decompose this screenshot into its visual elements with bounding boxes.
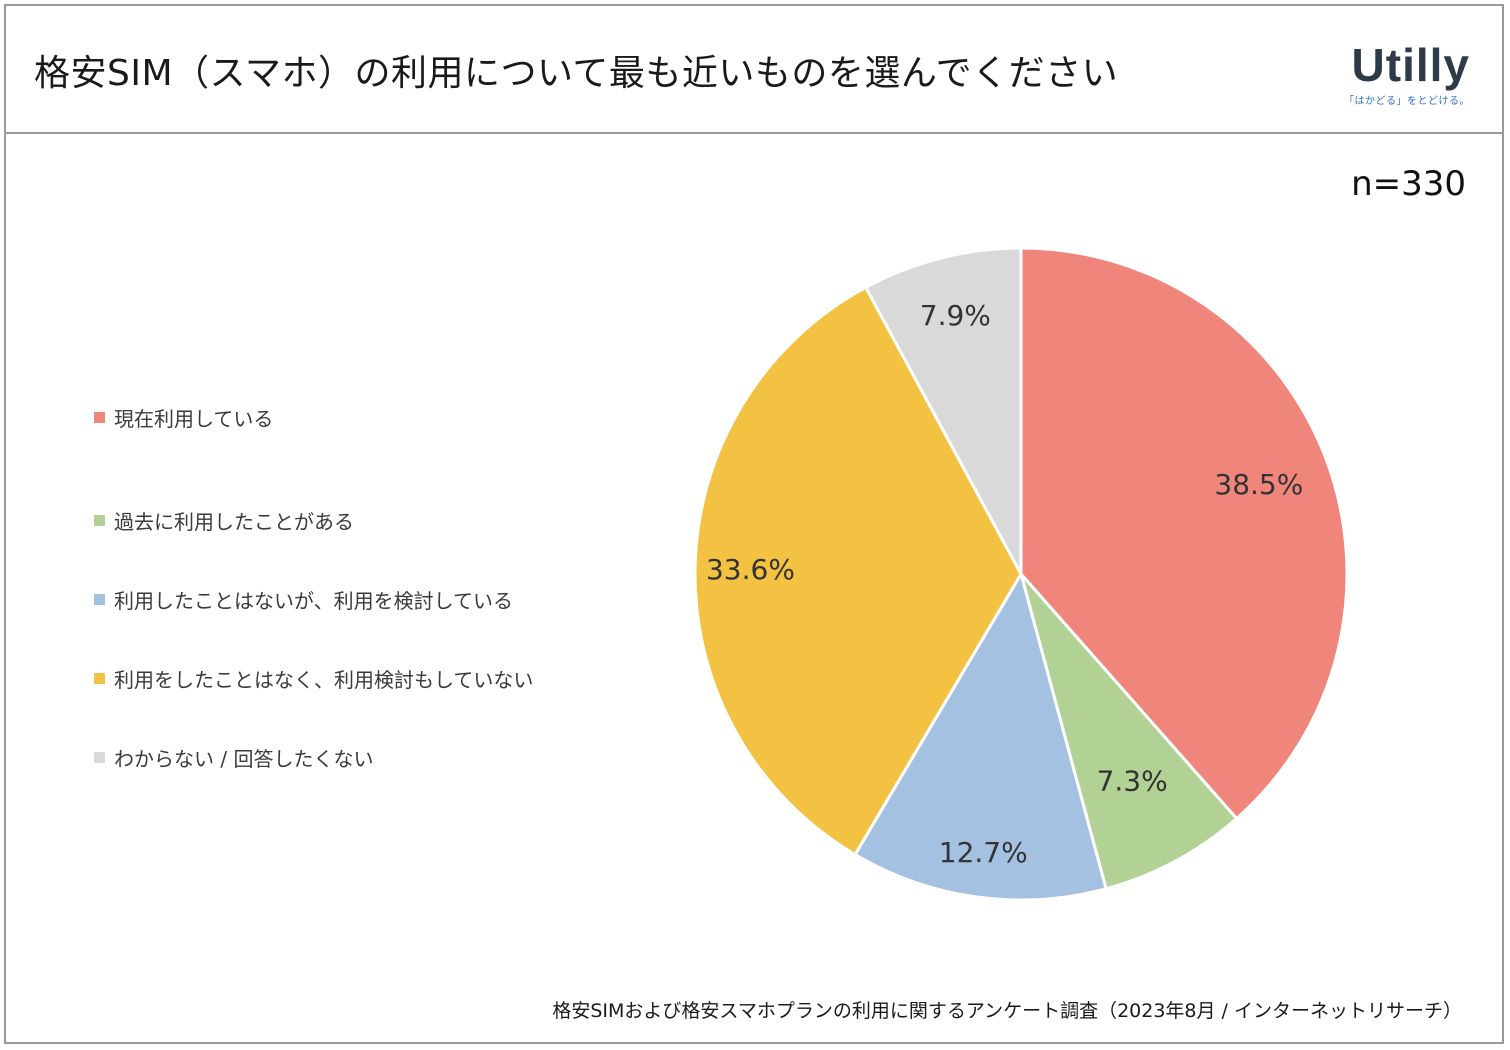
chart-title: 格安SIM（スマホ）の利用について最も近いものを選んでください <box>34 53 1119 94</box>
data-label: 7.9% <box>920 299 991 332</box>
utilly-logo: Utilly 「はかどる」をとどける。 <box>1344 42 1470 107</box>
legend-label: わからない / 回答したくない <box>114 747 374 771</box>
legend-swatch <box>94 594 105 605</box>
logo-tagline: 「はかどる」をとどける。 <box>1344 96 1470 107</box>
legend: 現在利用している 過去に利用したことがある 利用したことはないが、利用を検討して… <box>94 402 533 797</box>
slice-used-before <box>1019 573 1239 891</box>
header: 格安SIM（スマホ）の利用について最も近いものを選んでください Utilly 「… <box>6 6 1502 134</box>
logo-word: Utilly <box>1351 39 1470 91</box>
data-label: 12.7% <box>939 836 1028 869</box>
legend-item-currently-using: 現在利用している <box>94 402 533 432</box>
data-label: 33.6% <box>706 553 795 586</box>
slice-currently-using <box>1019 246 1349 821</box>
data-label: 38.5% <box>1214 468 1303 501</box>
sample-size-label: n=330 <box>1351 164 1466 204</box>
legend-label: 過去に利用したことがある <box>114 510 354 534</box>
source-note: 格安SIMおよび格安スマホプランの利用に関するアンケート調査（2023年8月 /… <box>552 1000 1462 1022</box>
legend-item-not-considering: 利用をしたことはなく、利用検討もしていない <box>94 639 533 718</box>
legend-swatch <box>94 411 105 423</box>
legend-label: 現在利用している <box>114 406 274 431</box>
legend-swatch <box>94 673 105 684</box>
slice-unknown <box>863 246 1023 575</box>
slice-not-considering <box>693 285 1023 857</box>
legend-item-used-before: 過去に利用したことがある <box>94 481 533 560</box>
slice-considering <box>852 570 1108 902</box>
legend-swatch <box>94 515 105 526</box>
legend-item-unknown: わからない / 回答したくない <box>94 718 533 797</box>
legend-swatch <box>94 752 105 763</box>
chart-frame: 格安SIM（スマホ）の利用について最も近いものを選んでください Utilly 「… <box>4 4 1504 1044</box>
legend-label: 利用したことはないが、利用を検討している <box>114 589 513 613</box>
legend-item-considering: 利用したことはないが、利用を検討している <box>94 560 533 639</box>
data-label: 7.3% <box>1097 765 1168 798</box>
legend-label: 利用をしたことはなく、利用検討もしていない <box>114 668 534 692</box>
